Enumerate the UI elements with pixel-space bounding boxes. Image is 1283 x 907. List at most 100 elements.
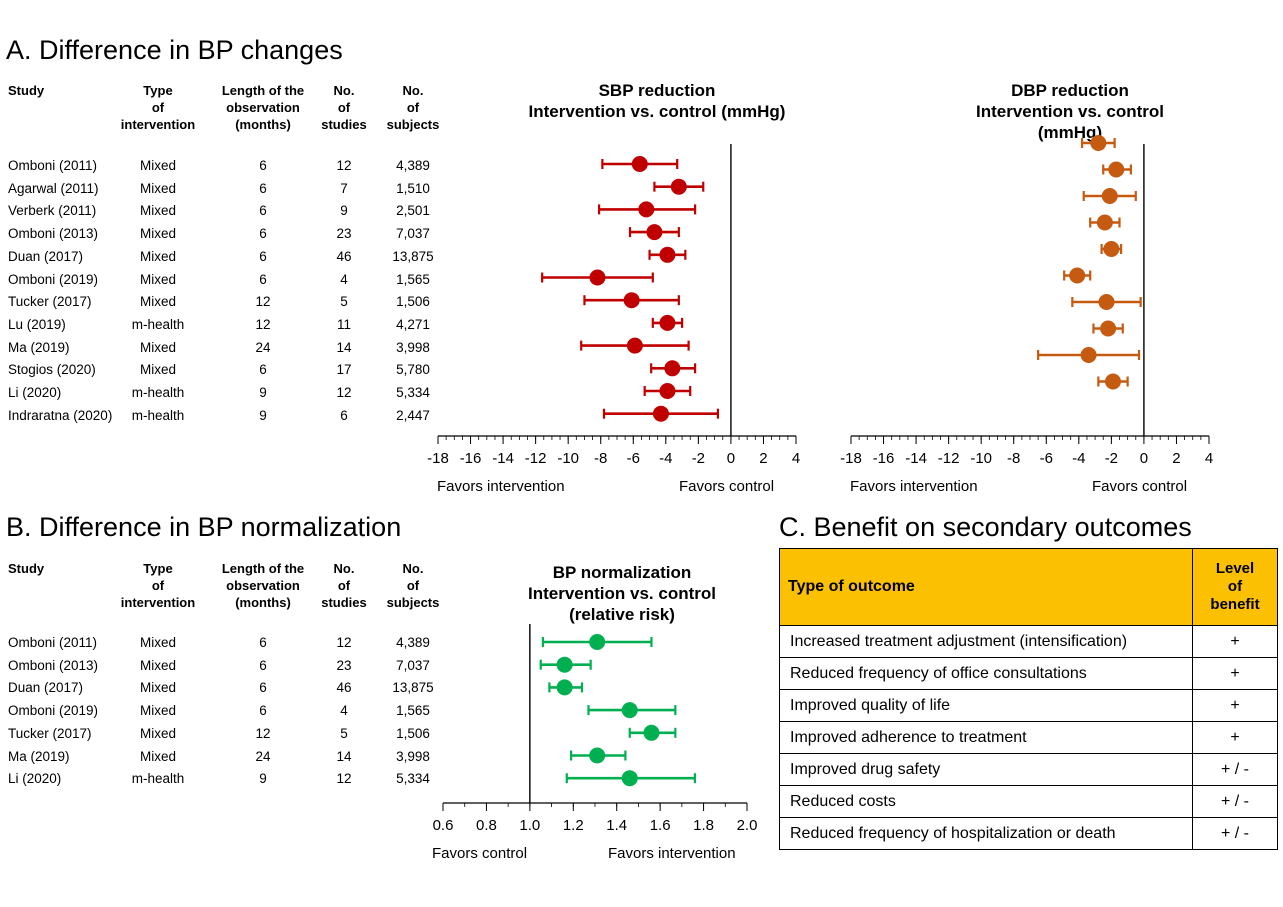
- col-header-length: Length of the observation (months): [221, 83, 305, 132]
- point-estimate: [623, 292, 640, 309]
- cell-studies: 5: [340, 725, 348, 741]
- cell-subjects: 2,501: [396, 203, 430, 219]
- cell-type: Mixed: [139, 180, 177, 196]
- dbp-forest-plot: -18 -16 -14 -12 -10 -8 -6 -4 -2 0 2 4: [840, 135, 1213, 467]
- point-estimate: [1101, 188, 1118, 204]
- cell-length: 6: [259, 248, 267, 264]
- tick-label: -12: [938, 450, 960, 467]
- cell-type: Mixed: [139, 203, 177, 219]
- cell-type: Mixed: [139, 748, 177, 764]
- cell-subjects: 13,875: [392, 680, 434, 696]
- cell-studies: 5: [340, 294, 348, 310]
- benefit-level: +: [1192, 625, 1278, 658]
- point-estimate: [626, 337, 643, 354]
- cell-type: Mixed: [139, 635, 177, 650]
- cell-length: 9: [259, 407, 267, 423]
- cell-study: Omboni (2019): [8, 703, 99, 719]
- cell-subjects: 1,506: [396, 725, 430, 741]
- cell-subjects: 4,271: [396, 316, 430, 332]
- cell-length: 24: [255, 339, 271, 355]
- col-header-study-b: Study: [8, 561, 45, 576]
- point-estimate: [621, 770, 638, 787]
- cell-studies: 6: [340, 407, 348, 423]
- cell-type: Mixed: [139, 226, 177, 242]
- cell-subjects: 13,875: [392, 248, 434, 264]
- cell-type: m-health: [131, 771, 185, 787]
- cell-type: Mixed: [139, 680, 177, 696]
- cell-study: Omboni (2011): [8, 635, 98, 650]
- point-estimate: [556, 679, 573, 696]
- col-header-studies: No. of studies: [321, 83, 367, 132]
- cell-study: Ma (2019): [8, 339, 70, 355]
- point-estimate: [1069, 267, 1086, 284]
- point-estimate: [638, 201, 655, 218]
- cell-type: Mixed: [139, 657, 177, 673]
- cell-studies: 46: [336, 680, 352, 696]
- cell-studies: 9: [340, 203, 348, 219]
- outcome-row: Reduced frequency of hospitalization or …: [779, 817, 1278, 850]
- cell-study: Indraratna (2020): [8, 407, 113, 423]
- tick-label: -2: [692, 450, 705, 467]
- tick-label: -10: [970, 450, 992, 467]
- outcome-name: Improved quality of life: [779, 689, 1193, 722]
- tick-label: -8: [594, 450, 607, 467]
- header-type-of-outcome: Type of outcome: [779, 548, 1193, 626]
- cell-length: 6: [259, 635, 267, 650]
- benefit-level: +: [1192, 721, 1278, 754]
- cell-studies: 12: [336, 635, 352, 650]
- tick-label: -2: [1105, 450, 1118, 467]
- cell-length: 6: [259, 203, 267, 219]
- point-estimate: [659, 383, 676, 399]
- outcome-row: Improved drug safety + / -: [779, 753, 1278, 786]
- tick-label: 1.0: [519, 817, 540, 834]
- point-estimate: [556, 656, 573, 673]
- section-c-title: C. Benefit on secondary outcomes: [779, 512, 1192, 542]
- benefit-level: + / -: [1192, 753, 1278, 786]
- tick-label: -18: [427, 450, 449, 467]
- cell-length: 6: [259, 226, 267, 242]
- cell-type: Mixed: [139, 158, 177, 173]
- tick-label: -16: [873, 450, 895, 467]
- point-estimate: [631, 156, 648, 172]
- tick-label: 1.8: [693, 817, 714, 834]
- tick-label: 0.8: [476, 817, 497, 834]
- cell-study: Lu (2019): [8, 316, 66, 332]
- point-estimate: [659, 314, 676, 331]
- col-header-subjects-b: No. of subjects: [386, 561, 440, 610]
- cell-study: Duan (2017): [8, 248, 84, 264]
- cell-studies: 12: [336, 771, 352, 787]
- point-estimate: [1108, 161, 1125, 178]
- sbp-favors-intervention: Favors intervention: [437, 478, 565, 495]
- cell-study: Omboni (2013): [8, 657, 99, 673]
- cell-subjects: 5,334: [396, 385, 430, 400]
- cell-study: Agarwal (2011): [8, 180, 99, 196]
- point-estimate: [664, 360, 681, 377]
- point-estimate: [670, 178, 687, 195]
- point-estimate: [589, 747, 606, 764]
- cell-subjects: 1,565: [396, 703, 430, 719]
- cell-studies: 4: [340, 703, 348, 719]
- cell-subjects: 1,510: [396, 180, 430, 196]
- outcome-name: Reduced costs: [779, 785, 1193, 818]
- tick-label: 2.0: [737, 817, 758, 834]
- outcome-name: Improved drug safety: [779, 753, 1193, 786]
- cell-length: 12: [255, 294, 271, 310]
- outcome-row: Reduced costs + / -: [779, 785, 1278, 818]
- outcome-row: Improved adherence to treatment +: [779, 721, 1278, 754]
- cell-length: 6: [259, 271, 267, 287]
- cell-subjects: 5,780: [396, 362, 430, 378]
- benefit-level: +: [1192, 689, 1278, 722]
- cell-studies: 14: [336, 748, 352, 764]
- cell-subjects: 7,037: [396, 226, 430, 242]
- tick-label: -18: [840, 450, 862, 467]
- cell-study: Ma (2019): [8, 748, 70, 764]
- cell-subjects: 7,037: [396, 657, 430, 673]
- cell-type: m-health: [131, 316, 185, 332]
- cell-type: Mixed: [139, 294, 177, 310]
- section-b-title: B. Difference in BP normalization: [6, 512, 402, 542]
- cell-studies: 46: [336, 248, 352, 264]
- sbp-favors-control: Favors control: [679, 478, 775, 495]
- tick-label: -10: [557, 450, 579, 467]
- cell-studies: 4: [340, 271, 348, 287]
- tick-label: 0: [1140, 450, 1148, 467]
